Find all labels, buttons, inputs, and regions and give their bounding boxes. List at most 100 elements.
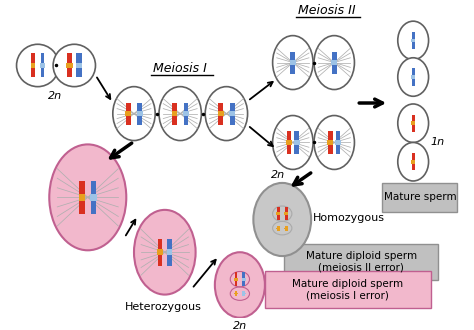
Bar bbox=[330, 131, 333, 153]
Bar bbox=[81, 194, 85, 201]
Bar bbox=[81, 181, 85, 214]
Ellipse shape bbox=[314, 115, 355, 169]
Bar bbox=[277, 226, 280, 231]
Text: Mature sperm: Mature sperm bbox=[383, 192, 456, 202]
Ellipse shape bbox=[273, 115, 313, 169]
Bar bbox=[234, 293, 238, 294]
Bar bbox=[128, 103, 131, 125]
Bar bbox=[411, 160, 415, 164]
Bar bbox=[139, 111, 143, 116]
Ellipse shape bbox=[398, 58, 428, 96]
Ellipse shape bbox=[159, 87, 201, 141]
Bar bbox=[335, 140, 339, 145]
Bar bbox=[242, 273, 245, 286]
Ellipse shape bbox=[273, 36, 313, 89]
Bar bbox=[276, 212, 280, 215]
Ellipse shape bbox=[398, 104, 428, 143]
Bar bbox=[183, 111, 187, 116]
Bar bbox=[411, 39, 415, 42]
Ellipse shape bbox=[215, 252, 265, 318]
Bar bbox=[292, 60, 296, 65]
Bar bbox=[276, 228, 280, 229]
Bar bbox=[220, 103, 223, 125]
Bar bbox=[242, 278, 246, 280]
Text: Homozygous: Homozygous bbox=[313, 213, 385, 222]
Ellipse shape bbox=[53, 44, 95, 87]
Bar bbox=[137, 111, 141, 116]
Ellipse shape bbox=[205, 87, 247, 141]
Bar bbox=[412, 68, 415, 86]
Bar bbox=[285, 207, 288, 220]
Bar bbox=[92, 194, 97, 201]
Text: 2n: 2n bbox=[233, 320, 247, 330]
Ellipse shape bbox=[254, 183, 311, 256]
Bar bbox=[277, 207, 280, 220]
Bar bbox=[294, 140, 298, 145]
Bar bbox=[287, 131, 290, 153]
Text: 2n: 2n bbox=[48, 91, 62, 101]
Bar bbox=[183, 103, 186, 125]
Bar bbox=[412, 153, 415, 170]
Bar bbox=[219, 111, 224, 116]
Bar bbox=[69, 53, 72, 78]
FancyBboxPatch shape bbox=[383, 183, 457, 212]
Bar bbox=[294, 131, 297, 153]
Bar bbox=[40, 63, 45, 68]
Bar bbox=[137, 103, 140, 125]
Bar bbox=[159, 249, 163, 255]
Bar bbox=[78, 53, 82, 78]
Ellipse shape bbox=[113, 87, 155, 141]
Bar bbox=[172, 103, 175, 125]
Bar bbox=[411, 75, 415, 79]
Text: Mature diploid sperm
(meiosis II error): Mature diploid sperm (meiosis II error) bbox=[306, 251, 417, 273]
Bar bbox=[160, 239, 163, 266]
Bar bbox=[292, 51, 295, 74]
Text: Meiosis II: Meiosis II bbox=[298, 4, 356, 17]
Bar bbox=[235, 291, 237, 296]
Bar bbox=[242, 291, 245, 296]
Bar bbox=[174, 103, 177, 125]
Text: 1n: 1n bbox=[430, 137, 445, 147]
Bar bbox=[91, 181, 94, 214]
Bar bbox=[229, 111, 233, 116]
Bar bbox=[337, 140, 341, 145]
Ellipse shape bbox=[314, 36, 355, 89]
Bar bbox=[169, 249, 173, 255]
Bar bbox=[31, 63, 35, 68]
Bar bbox=[185, 103, 188, 125]
Bar bbox=[169, 239, 172, 266]
Bar bbox=[167, 239, 170, 266]
Bar bbox=[66, 63, 71, 68]
Bar bbox=[286, 140, 290, 145]
Bar bbox=[285, 226, 288, 231]
Bar bbox=[79, 181, 83, 214]
Bar bbox=[93, 181, 96, 214]
Bar bbox=[126, 103, 129, 125]
Bar bbox=[290, 60, 293, 65]
FancyBboxPatch shape bbox=[284, 244, 438, 280]
Bar bbox=[411, 121, 415, 125]
Ellipse shape bbox=[49, 145, 126, 250]
Bar bbox=[235, 273, 237, 286]
Bar bbox=[284, 212, 288, 215]
FancyBboxPatch shape bbox=[265, 272, 430, 308]
Bar bbox=[31, 53, 35, 78]
Bar bbox=[41, 53, 44, 78]
Bar bbox=[76, 53, 80, 78]
Bar bbox=[231, 111, 235, 116]
Bar bbox=[68, 63, 73, 68]
Bar bbox=[78, 63, 82, 68]
Bar bbox=[290, 51, 293, 74]
Bar bbox=[334, 51, 337, 74]
Bar bbox=[296, 140, 300, 145]
Text: Mature diploid sperm
(meiosis I error): Mature diploid sperm (meiosis I error) bbox=[292, 279, 403, 301]
Bar bbox=[139, 103, 142, 125]
Bar bbox=[328, 140, 331, 145]
Bar bbox=[337, 131, 340, 153]
Bar bbox=[173, 111, 177, 116]
Text: 2n: 2n bbox=[271, 170, 285, 180]
Bar bbox=[329, 140, 333, 145]
Ellipse shape bbox=[134, 210, 196, 295]
Bar bbox=[331, 60, 335, 65]
Bar bbox=[127, 111, 131, 116]
